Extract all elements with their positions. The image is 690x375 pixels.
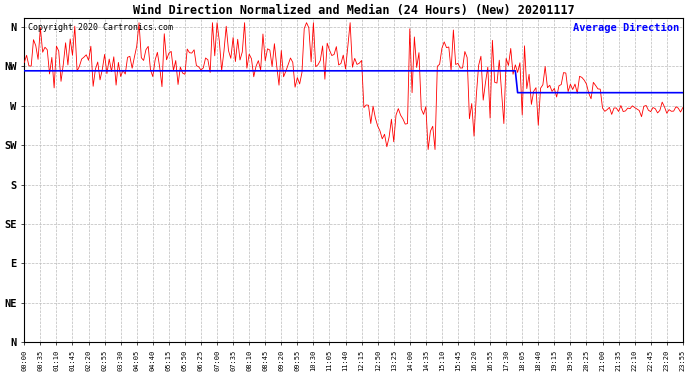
- Text: Copyright 2020 Cartronics.com: Copyright 2020 Cartronics.com: [28, 23, 172, 32]
- Title: Wind Direction Normalized and Median (24 Hours) (New) 20201117: Wind Direction Normalized and Median (24…: [132, 4, 575, 17]
- Text: Average Direction: Average Direction: [573, 23, 680, 33]
